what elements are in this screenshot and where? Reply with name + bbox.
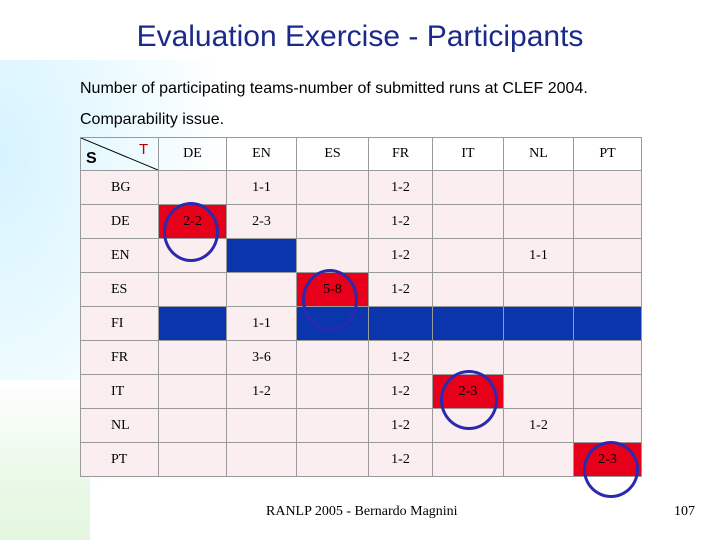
cell-nl-es	[296, 408, 369, 443]
col-header-nl: NL	[503, 137, 574, 171]
cell-en-fr: 1-2	[368, 238, 433, 273]
row-label-fr: FR	[80, 340, 159, 375]
row-label-fi: FI	[80, 306, 159, 341]
cell-bg-es	[296, 170, 369, 205]
footer-credit: RANLP 2005 - Bernardo Magnini	[266, 504, 458, 519]
cell-fi-nl	[503, 306, 574, 341]
cell-nl-nl: 1-2	[503, 408, 574, 443]
col-header-de: DE	[158, 137, 227, 171]
cell-bg-nl	[503, 170, 574, 205]
background-tint-bottom	[0, 380, 90, 540]
cell-es-pt	[573, 272, 642, 307]
page-number: 107	[674, 504, 695, 519]
row-label-it: IT	[80, 374, 159, 409]
col-header-it: IT	[432, 137, 504, 171]
table-row-fi: FI 1-1	[80, 306, 642, 341]
cell-en-it	[432, 238, 504, 273]
cell-bg-it	[432, 170, 504, 205]
bullet-participants: Number of participating teams-number of …	[80, 80, 588, 97]
cell-es-nl	[503, 272, 574, 307]
cell-nl-de	[158, 408, 227, 443]
cell-de-it	[432, 204, 504, 239]
cell-fi-en: 1-1	[226, 306, 297, 341]
bullet-comparability: Comparability issue.	[80, 111, 225, 128]
cell-pt-it	[432, 442, 504, 477]
cell-it-fr: 1-2	[368, 374, 433, 409]
cell-it-pt	[573, 374, 642, 409]
cell-fr-es	[296, 340, 369, 375]
cell-it-nl	[503, 374, 574, 409]
slide-title: Evaluation Exercise - Participants	[136, 20, 584, 53]
cell-fi-it	[432, 306, 504, 341]
cell-de-es	[296, 204, 369, 239]
cell-fr-pt	[573, 340, 642, 375]
cell-de-fr: 1-2	[368, 204, 433, 239]
table-row-es: ES 5-8 1-2	[80, 272, 642, 307]
cell-nl-pt	[573, 408, 642, 443]
cell-es-fr: 1-2	[368, 272, 433, 307]
cell-de-pt	[573, 204, 642, 239]
table-row-pt: PT 1-2 2-3	[80, 442, 642, 477]
col-header-en: EN	[226, 137, 297, 171]
row-label-bg: BG	[80, 170, 159, 205]
cell-bg-de	[158, 170, 227, 205]
cell-nl-en	[226, 408, 297, 443]
cell-pt-fr: 1-2	[368, 442, 433, 477]
corner-cell: S T	[80, 137, 159, 171]
cell-fr-nl	[503, 340, 574, 375]
cell-en-nl: 1-1	[503, 238, 574, 273]
cell-it-en: 1-2	[226, 374, 297, 409]
row-label-es: ES	[80, 272, 159, 307]
header-row: S T DE EN ES FR IT NL PT	[80, 137, 642, 171]
cell-fr-en: 3-6	[226, 340, 297, 375]
cell-pt-en	[226, 442, 297, 477]
table-row-fr: FR 3-6 1-2	[80, 340, 642, 375]
cell-pt-nl	[503, 442, 574, 477]
cell-bg-fr: 1-2	[368, 170, 433, 205]
row-label-de: DE	[80, 204, 159, 239]
table-row-en: EN 1-2 1-1	[80, 238, 642, 273]
highlight-circle-de-de	[163, 202, 219, 262]
cell-bg-pt	[573, 170, 642, 205]
cell-en-en	[226, 238, 297, 273]
col-header-fr: FR	[368, 137, 433, 171]
row-label-en: EN	[80, 238, 159, 273]
cell-pt-es	[296, 442, 369, 477]
cell-bg-en: 1-1	[226, 170, 297, 205]
col-header-pt: PT	[573, 137, 642, 171]
cell-fi-pt	[573, 306, 642, 341]
cell-en-es	[296, 238, 369, 273]
cell-de-en: 2-3	[226, 204, 297, 239]
cell-fr-de	[158, 340, 227, 375]
highlight-circle-pt-pt	[583, 441, 639, 498]
source-axis-label: S	[86, 150, 97, 167]
cell-it-es	[296, 374, 369, 409]
cell-fr-fr: 1-2	[368, 340, 433, 375]
participants-table: S T DE EN ES FR IT NL PT BG 1-1 1-2 DE 2…	[80, 137, 642, 477]
col-header-es: ES	[296, 137, 369, 171]
cell-nl-fr: 1-2	[368, 408, 433, 443]
table-row-it: IT 1-2 1-2 2-3	[80, 374, 642, 409]
row-label-pt: PT	[80, 442, 159, 477]
highlight-circle-es-es	[302, 269, 358, 331]
cell-es-de	[158, 272, 227, 307]
cell-fr-it	[432, 340, 504, 375]
cell-fi-fr	[368, 306, 433, 341]
cell-en-pt	[573, 238, 642, 273]
cell-pt-de	[158, 442, 227, 477]
cell-de-nl	[503, 204, 574, 239]
highlight-circle-it-it	[440, 370, 498, 430]
cell-it-de	[158, 374, 227, 409]
target-axis-label: T	[139, 141, 149, 158]
row-label-nl: NL	[80, 408, 159, 443]
cell-fi-de	[158, 306, 227, 341]
corner-diagonal	[81, 138, 158, 170]
table-row-nl: NL 1-2 1-2	[80, 408, 642, 443]
cell-es-it	[432, 272, 504, 307]
cell-es-en	[226, 272, 297, 307]
table-row-bg: BG 1-1 1-2	[80, 170, 642, 205]
